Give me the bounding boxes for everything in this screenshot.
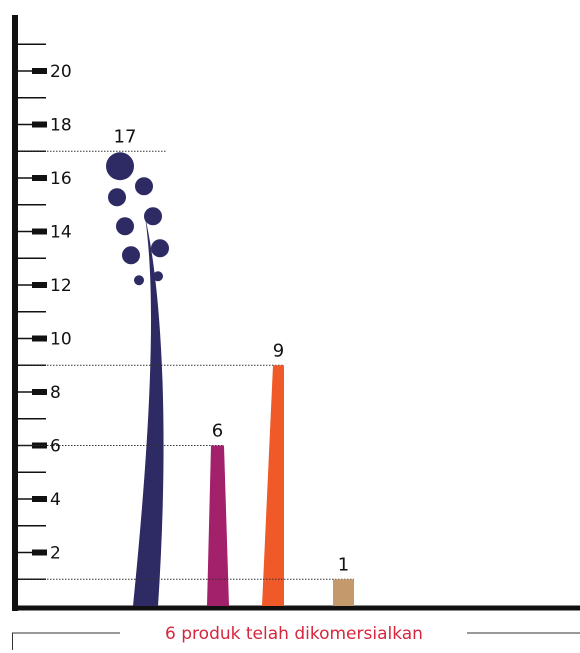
bubble	[144, 207, 162, 226]
bubble	[151, 239, 169, 258]
caption: 6 produk telah dikomersialkan	[165, 624, 423, 644]
y-tick-label: 14	[50, 223, 72, 243]
tick-mark	[32, 496, 47, 502]
tick-mark	[32, 389, 47, 395]
value-label: 17	[114, 126, 137, 147]
y-tick-label: 6	[50, 437, 61, 457]
tick-mark	[32, 228, 47, 235]
y-tick-label: 4	[50, 490, 61, 510]
bar	[262, 365, 284, 606]
bubble	[134, 275, 144, 286]
bubble	[153, 271, 163, 282]
bar	[207, 445, 229, 606]
tick-mark	[32, 175, 47, 181]
bubble	[106, 152, 134, 181]
tick-mark	[32, 121, 47, 128]
y-tick-label: 8	[50, 383, 61, 403]
bubble	[122, 246, 140, 265]
bar	[133, 216, 164, 606]
y-tick-label: 2	[50, 544, 61, 564]
bubble	[135, 177, 153, 196]
tick-mark	[32, 282, 47, 288]
y-tick-label: 20	[50, 62, 72, 82]
tick-mark	[32, 68, 47, 74]
tick-mark	[32, 335, 47, 342]
y-tick-label: 10	[50, 330, 72, 350]
value-label: 9	[273, 340, 284, 361]
y-tick-label: 12	[50, 276, 72, 296]
value-label: 1	[338, 554, 349, 575]
bar	[333, 579, 354, 606]
bubble	[108, 188, 126, 207]
value-label: 6	[212, 421, 223, 442]
bubble	[116, 217, 134, 236]
y-tick-label: 18	[50, 116, 72, 136]
tick-mark	[32, 549, 47, 556]
y-tick-label: 16	[50, 169, 72, 189]
